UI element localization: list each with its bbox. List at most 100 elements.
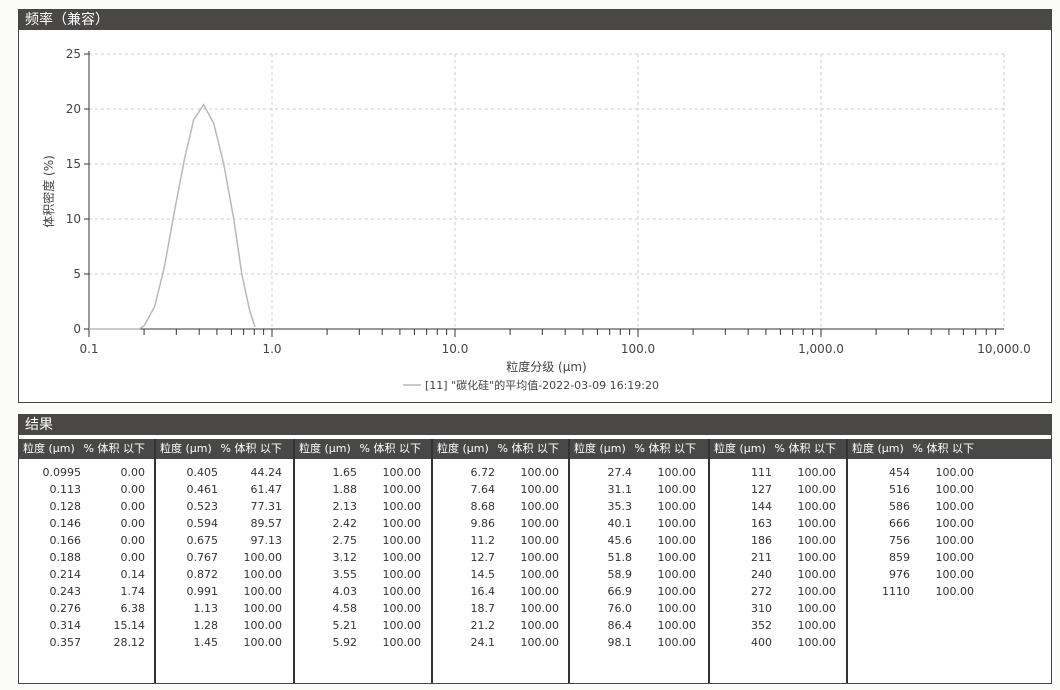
table-row: 1.28 100.00 [156, 617, 293, 634]
percent-cell: 100.00 [382, 619, 422, 632]
percent-cell: 100.00 [382, 500, 422, 513]
percent-cell: 100.00 [797, 466, 837, 479]
percent-cell: 100.00 [520, 568, 560, 581]
percent-cell: 100.00 [382, 636, 422, 649]
table-row: 0.276 6.38 [19, 600, 154, 617]
table-row: 27.4 100.00 [570, 464, 708, 481]
table-row: 0.594 89.57 [156, 515, 293, 532]
table-row: 516 100.00 [848, 481, 1048, 498]
table-row: 400 100.00 [710, 634, 846, 651]
header-size: 粒度 (μm) [714, 442, 766, 455]
percent-cell: 100.00 [657, 500, 697, 513]
table-row: 2.13 100.00 [295, 498, 431, 515]
size-cell: 2.75 [332, 534, 358, 547]
size-cell: 40.1 [607, 517, 633, 530]
table-row: 9.86 100.00 [433, 515, 568, 532]
table-row: 0.146 0.00 [19, 515, 154, 532]
percent-cell: 44.24 [250, 466, 283, 479]
size-cell: 666 [889, 517, 910, 530]
size-cell: 0.461 [186, 483, 219, 496]
percent-cell: 100.00 [520, 602, 560, 615]
size-cell: 12.7 [470, 551, 496, 564]
percent-cell: 100.00 [935, 534, 975, 547]
table-row: 454 100.00 [848, 464, 1048, 481]
header-percent: % 体积 以下 [497, 442, 559, 455]
size-cell: 0.276 [49, 602, 82, 615]
table-row: 0.991 100.00 [156, 583, 293, 600]
size-cell: 1.65 [332, 466, 358, 479]
percent-cell: 100.00 [657, 619, 697, 632]
percent-cell: 100.00 [935, 585, 975, 598]
percent-cell: 100.00 [243, 619, 283, 632]
table-row: 186 100.00 [710, 532, 846, 549]
size-cell: 0.594 [186, 517, 219, 530]
percent-cell: 100.00 [797, 568, 837, 581]
size-cell: 0.146 [49, 517, 82, 530]
table-row: 0.675 97.13 [156, 532, 293, 549]
percent-cell: 100.00 [520, 585, 560, 598]
size-cell: 0.166 [49, 534, 82, 547]
results-panel: 结果 粒度 (μm)% 体积 以下 0.0995 0.00 0.113 0.00 0.12… [18, 414, 1052, 684]
percent-cell: 100.00 [797, 602, 837, 615]
size-cell: 1110 [882, 585, 910, 598]
column-header: 粒度 (μm) % 体积 以下 [570, 439, 708, 459]
table-row: 7.64 100.00 [433, 481, 568, 498]
table-row: 0.214 0.14 [19, 566, 154, 583]
percent-cell: 100.00 [243, 602, 283, 615]
header-percent: % 体积 以下 [634, 442, 696, 455]
size-cell: 51.8 [607, 551, 633, 564]
size-cell: 186 [751, 534, 772, 547]
percent-cell: 0.00 [120, 466, 146, 479]
y-tick-label: 10 [66, 212, 81, 226]
size-cell: 0.357 [49, 636, 82, 649]
size-cell: 859 [889, 551, 910, 564]
percent-cell: 100.00 [657, 636, 697, 649]
table-row: 2.42 100.00 [295, 515, 431, 532]
y-tick-label: 5 [73, 267, 81, 281]
percent-cell: 100.00 [243, 636, 283, 649]
size-cell: 11.2 [470, 534, 496, 547]
percent-cell: 100.00 [935, 466, 975, 479]
chart-panel: 频率（兼容） 0 5 10 15 20 25 0.1 1.0 10.0 100.0 1,000.0 1… [18, 9, 1052, 403]
x-axis-label: 粒度分级 (μm) [506, 359, 587, 374]
percent-cell: 0.14 [120, 568, 146, 581]
table-row: 2.75 100.00 [295, 532, 431, 549]
size-cell: 240 [751, 568, 772, 581]
percent-cell: 89.57 [250, 517, 283, 530]
x-tick-label: 1.0 [262, 342, 281, 356]
table-row: 66.9 100.00 [570, 583, 708, 600]
percent-cell: 100.00 [520, 534, 560, 547]
table-row: 51.8 100.00 [570, 549, 708, 566]
header-percent: % 体积 以下 [220, 442, 282, 455]
percent-cell: 100.00 [243, 585, 283, 598]
percent-cell: 100.00 [520, 466, 560, 479]
percent-cell: 61.47 [250, 483, 283, 496]
percent-cell: 100.00 [657, 585, 697, 598]
table-row: 4.03 100.00 [295, 583, 431, 600]
table-row: 0.872 100.00 [156, 566, 293, 583]
table-row: 0.461 61.47 [156, 481, 293, 498]
table-row: 756 100.00 [848, 532, 1048, 549]
percent-cell: 100.00 [382, 551, 422, 564]
percent-cell: 0.00 [120, 500, 146, 513]
table-row: 352 100.00 [710, 617, 846, 634]
percent-cell: 100.00 [243, 568, 283, 581]
x-tick-label: 100.0 [621, 342, 655, 356]
table-row: 0.188 0.00 [19, 549, 154, 566]
table-row: 1.13 100.00 [156, 600, 293, 617]
table-row: 58.9 100.00 [570, 566, 708, 583]
size-cell: 4.03 [332, 585, 358, 598]
column-header: 粒度 (μm) % 体积 以下 [295, 439, 431, 459]
results-column-group: 粒度 (μm) % 体积 以下 27.4 100.00 31.1 100.00 35.3 10… [570, 439, 710, 683]
size-cell: 144 [751, 500, 772, 513]
header-percent: % 体积 以下 [912, 442, 974, 455]
y-tick-label: 0 [73, 322, 81, 336]
table-row: 127 100.00 [710, 481, 846, 498]
percent-cell: 0.00 [120, 517, 146, 530]
table-row: 86.4 100.00 [570, 617, 708, 634]
y-axis-label: 体积密度 (%) [41, 155, 56, 228]
size-cell: 18.7 [470, 602, 496, 615]
y-tick-label: 25 [66, 47, 81, 61]
header-percent: % 体积 以下 [359, 442, 421, 455]
size-cell: 0.675 [186, 534, 219, 547]
